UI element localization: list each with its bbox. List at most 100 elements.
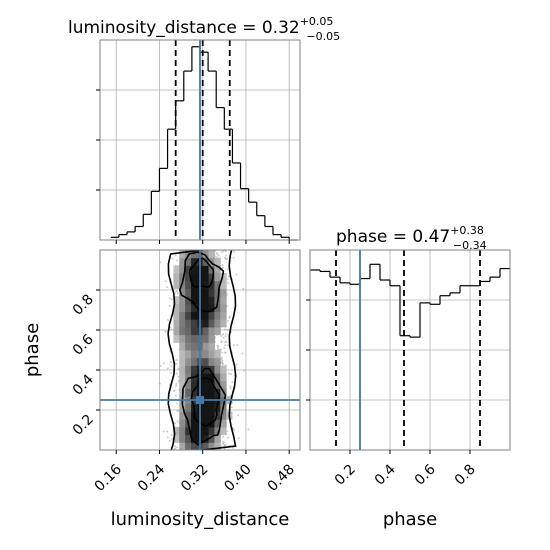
sample-point bbox=[174, 394, 177, 397]
phase-title-plus: +0.38 bbox=[450, 224, 484, 237]
sample-point bbox=[232, 256, 235, 259]
sample-point bbox=[226, 436, 229, 439]
density-cell bbox=[208, 303, 215, 313]
sample-point bbox=[169, 361, 172, 364]
distance-xtick-label: 0.16 bbox=[92, 461, 125, 494]
density-cell bbox=[173, 334, 180, 343]
upper-inner-contour bbox=[188, 257, 215, 288]
phase-title: phase = 0.47+0.38 −0.34 bbox=[336, 224, 487, 252]
sample-point bbox=[229, 385, 232, 388]
density-cell bbox=[214, 326, 221, 336]
density-cell bbox=[179, 426, 186, 436]
sample-point bbox=[175, 290, 178, 293]
density-cell bbox=[179, 357, 186, 366]
density-cell bbox=[220, 319, 227, 328]
density-cell bbox=[214, 303, 221, 313]
density-cell bbox=[202, 334, 210, 343]
density-content bbox=[100, 250, 300, 450]
density-cell bbox=[185, 303, 192, 313]
density-cell bbox=[185, 342, 192, 351]
sample-point bbox=[164, 330, 167, 333]
sample-point bbox=[175, 384, 178, 387]
sample-point bbox=[227, 281, 230, 284]
density-cell bbox=[208, 411, 215, 420]
density-cell bbox=[202, 426, 210, 436]
sample-point bbox=[225, 333, 228, 336]
sample-point bbox=[228, 315, 231, 318]
sample-point bbox=[220, 341, 223, 344]
density-cell bbox=[185, 411, 192, 420]
sample-point bbox=[235, 363, 238, 366]
density-cell bbox=[202, 419, 210, 428]
sample-point bbox=[228, 372, 231, 375]
density-cell bbox=[185, 265, 192, 274]
sample-point bbox=[222, 336, 225, 339]
density-cell bbox=[208, 342, 215, 351]
density-cell bbox=[202, 311, 210, 320]
sample-point bbox=[229, 387, 232, 390]
luminosity-distance-title-minus: −0.05 bbox=[306, 30, 340, 43]
density-cell bbox=[208, 442, 215, 450]
sample-point bbox=[227, 344, 230, 347]
density-cell bbox=[220, 311, 227, 320]
sample-point bbox=[166, 436, 169, 439]
density-cell bbox=[179, 303, 186, 313]
sample-point bbox=[177, 375, 180, 378]
sample-point bbox=[158, 382, 161, 385]
density-cell bbox=[185, 319, 192, 328]
density-cell bbox=[185, 326, 192, 336]
density-cell bbox=[190, 288, 198, 297]
density-cell bbox=[190, 280, 198, 289]
sample-point bbox=[172, 389, 175, 392]
density-cell bbox=[173, 326, 180, 336]
density-cell bbox=[179, 342, 186, 351]
density-cell bbox=[190, 380, 198, 389]
density-cell bbox=[214, 365, 221, 374]
sample-point bbox=[223, 351, 226, 354]
density-cell bbox=[214, 311, 221, 320]
sample-point bbox=[170, 365, 173, 368]
density-cell bbox=[202, 388, 210, 397]
sample-point bbox=[177, 367, 180, 370]
density-cell bbox=[185, 373, 192, 382]
density-cell bbox=[173, 434, 180, 443]
sample-point bbox=[225, 340, 228, 343]
sample-point bbox=[230, 406, 233, 409]
density-cell bbox=[202, 411, 210, 420]
sample-point bbox=[224, 335, 227, 338]
density-cell bbox=[220, 426, 227, 436]
luminosity-distance-title: luminosity_distance = 0.32+0.05 −0.05 bbox=[68, 15, 340, 43]
sample-point bbox=[221, 363, 224, 366]
density-cell bbox=[202, 280, 210, 289]
sample-point bbox=[221, 443, 224, 446]
sample-point bbox=[217, 254, 220, 257]
luminosity-distance-histogram-panel: luminosity_distance = 0.32+0.05 −0.05 bbox=[68, 15, 340, 244]
sample-point bbox=[232, 428, 235, 431]
density-cell bbox=[185, 442, 192, 450]
density-cell bbox=[190, 250, 198, 259]
density-cell bbox=[208, 257, 215, 266]
density-cell bbox=[214, 357, 221, 366]
sample-point bbox=[232, 446, 235, 449]
phase-ytick-label: 0.2 bbox=[70, 412, 97, 439]
sample-point bbox=[176, 446, 179, 449]
sample-point bbox=[159, 261, 162, 264]
density-cell bbox=[208, 311, 215, 320]
density-cell bbox=[208, 426, 215, 436]
sample-point bbox=[173, 445, 176, 448]
sample-point bbox=[171, 438, 174, 441]
sample-point bbox=[176, 402, 179, 405]
density-cell bbox=[220, 411, 227, 420]
sample-point bbox=[168, 440, 171, 443]
sample-point bbox=[167, 318, 170, 321]
sample-point bbox=[174, 422, 177, 425]
density-cell bbox=[185, 288, 192, 297]
density-cell bbox=[179, 380, 186, 389]
sample-point bbox=[171, 257, 174, 260]
density-cell bbox=[220, 365, 227, 374]
density-cell bbox=[185, 388, 192, 397]
density-cell bbox=[190, 303, 198, 313]
density-cell bbox=[185, 434, 192, 443]
sample-point bbox=[176, 409, 179, 412]
sample-point bbox=[166, 367, 169, 370]
